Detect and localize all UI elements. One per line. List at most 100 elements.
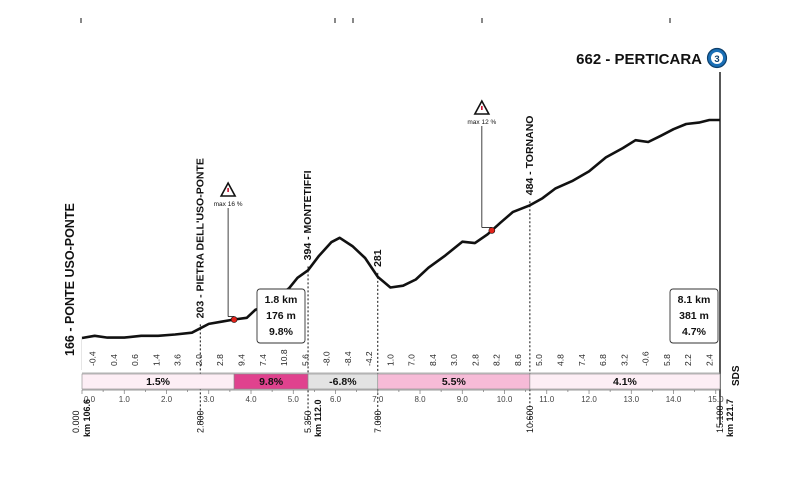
max-gradient-point <box>488 227 496 234</box>
info-box-line: 9.8% <box>269 326 294 338</box>
waypoint-name-label: 394 - MONTETIFFI <box>302 170 314 260</box>
profile-line <box>81 118 720 340</box>
top-mark <box>669 18 671 23</box>
segment-gradient-label: 4.1% <box>613 376 638 388</box>
distance-label: 2.800 <box>195 410 205 433</box>
km-tick-label: 2.0 <box>161 395 173 404</box>
km-axis: 0.0 1.0 2.0 3.0 4.0 5.0 6.0 7.0 8.0 9.0 10.0 11.0 12… <box>81 389 724 404</box>
gradient-value-label: 7.4 <box>258 354 268 366</box>
gradient-value-label: 3.0 <box>449 354 459 366</box>
distance-label: 7.000 <box>373 410 383 433</box>
km-tick-label: 4.0 <box>245 395 257 404</box>
info-box-line: 381 m <box>679 310 709 322</box>
gradient-value-label: 2.0 <box>194 354 204 366</box>
gradient-value-label: 5.6 <box>300 354 310 366</box>
segment-gradient-label: 9.8% <box>259 376 284 388</box>
km-tick-label: 10.0 <box>497 395 513 404</box>
gradient-value-label: 8.2 <box>492 354 502 366</box>
km-position-label: km 112.0 <box>313 399 323 437</box>
waypoint-name-label: 166 - PONTE USO-PONTE <box>63 203 77 356</box>
gradient-value-label: 2.2 <box>683 354 693 366</box>
km-tick-label: 13.0 <box>623 395 639 404</box>
gradient-value-label: 9.4 <box>237 354 247 366</box>
gradient-value-label: 3.6 <box>173 354 183 366</box>
warning-mark <box>227 188 229 192</box>
gradient-value-label: 3.2 <box>619 354 629 366</box>
gradient-value-label: 2.4 <box>704 354 714 366</box>
waypoint-name-label: 281 <box>372 249 384 267</box>
distance-label: 10.600 <box>525 405 535 433</box>
info-box-line: 176 m <box>266 310 296 322</box>
km-tick-label: 15.0 <box>708 395 724 404</box>
km-tick-label: 3.0 <box>203 395 215 404</box>
gradient-value-label: 0.6 <box>130 354 140 366</box>
gradient-value-label: 8.6 <box>513 354 523 366</box>
waypoint-name-label: 203 - PIETRA DELL'USO-PONTE <box>194 158 206 318</box>
top-mark <box>352 18 354 23</box>
info-box <box>669 288 719 344</box>
km-position-label: km 106.6 <box>82 399 92 437</box>
segment-gradient-label: 1.5% <box>146 376 171 388</box>
gradient-value-label: 7.0 <box>407 354 417 366</box>
km-tick-label: 12.0 <box>581 395 597 404</box>
gradient-tick-labels: -0.4 0.4 0.6 1.4 3.6 2.0 2.8 9.4 7.4 10.8 5.6 -8.0 -… <box>88 349 715 366</box>
max-gradient-label: max 12 % <box>467 119 496 126</box>
km-tick-label: 5.0 <box>288 395 300 404</box>
distance-label: 15.100 <box>715 405 725 433</box>
gradient-value-label: 2.8 <box>470 354 480 366</box>
max-gradient-label: max 16 % <box>214 201 243 208</box>
gradient-segment <box>529 373 721 390</box>
km-tick-label: 1.0 <box>119 395 131 404</box>
km-position-label: km 121.7 <box>725 399 735 437</box>
gradient-value-label: 0.4 <box>109 354 119 366</box>
gradient-value-label: 4.8 <box>556 354 566 366</box>
top-marks <box>80 18 671 23</box>
waypoint-name-label: 484 - TORNANO <box>524 116 536 196</box>
sds-label: SDS <box>731 365 742 386</box>
top-mark <box>334 18 336 23</box>
km-tick-label: 11.0 <box>539 395 555 404</box>
profile-area <box>82 120 720 370</box>
distance-labels: 0.000 km 106.6 2.800 5.350 km 112.0 7.000 10.6… <box>71 399 735 437</box>
gradient-value-label: 6.8 <box>598 354 608 366</box>
distance-label: 5.350 <box>303 410 313 433</box>
waypoint-dashed-lines <box>199 72 721 425</box>
gradient-value-label: -8.4 <box>343 351 353 366</box>
km-tick-label: 8.0 <box>414 395 426 404</box>
gradient-value-label: -8.0 <box>322 351 332 366</box>
gradient-value-label: -0.6 <box>641 351 651 366</box>
gradient-value-label: -4.2 <box>364 351 374 366</box>
km-tick-label: 9.0 <box>457 395 469 404</box>
km-tick-label: 14.0 <box>666 395 682 404</box>
gradient-value-label: 10.8 <box>279 349 289 366</box>
warning-mark <box>481 106 483 110</box>
gradient-value-label: 5.8 <box>662 354 672 366</box>
gradient-value-label: 7.4 <box>577 354 587 366</box>
segment-gradient-label: 5.5% <box>442 376 467 388</box>
top-mark <box>80 18 82 23</box>
gradient-value-label: 8.4 <box>428 354 438 366</box>
max-gradient-markers: max 16 % max 12 % <box>214 99 497 323</box>
segment-gradient-label: -6.8% <box>329 376 357 388</box>
gradient-value-label: -0.4 <box>88 351 98 366</box>
finish-label: 662 - PERTICARA 3 SDS <box>576 47 742 386</box>
gradient-value-label: 2.8 <box>215 354 225 366</box>
info-box-line: 1.8 km <box>265 294 298 306</box>
waypoint-labels: 166 - PONTE USO-PONTE 203 - PIETRA DELL'U… <box>63 116 536 356</box>
km-tick-label: 7.0 <box>372 395 384 404</box>
max-gradient-point <box>230 316 238 323</box>
gradient-value-label: 5.0 <box>534 354 544 366</box>
climb-info-boxes: 1.8 km 176 m 9.8% 8.1 km 381 m 4.7% <box>256 288 719 344</box>
km-tick-label: 6.0 <box>330 395 342 404</box>
top-mark <box>481 18 483 23</box>
info-box <box>256 288 306 344</box>
gradient-value-label: 1.0 <box>385 354 395 366</box>
finish-name-label: 662 - PERTICARA <box>576 51 702 68</box>
gradient-strip: 1.5% 9.8% -6.8% 5.5% 4.1% <box>81 372 721 390</box>
gradient-value-label: 1.4 <box>151 354 161 366</box>
stage-badge-inner <box>711 52 723 64</box>
info-box-line: 4.7% <box>682 326 707 338</box>
info-box-line: 8.1 km <box>678 294 711 306</box>
distance-label: 0.000 <box>71 410 81 433</box>
